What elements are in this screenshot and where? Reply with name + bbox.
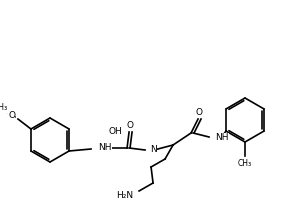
Text: NH: NH: [98, 144, 111, 153]
Text: N: N: [150, 145, 157, 154]
Text: NH: NH: [215, 133, 229, 141]
Text: O: O: [126, 121, 134, 130]
Text: O: O: [8, 111, 16, 120]
Text: CH₃: CH₃: [0, 103, 8, 112]
Text: O: O: [196, 107, 202, 116]
Text: OH: OH: [108, 127, 122, 136]
Text: CH₃: CH₃: [238, 158, 252, 167]
Text: H₂N: H₂N: [116, 190, 134, 200]
